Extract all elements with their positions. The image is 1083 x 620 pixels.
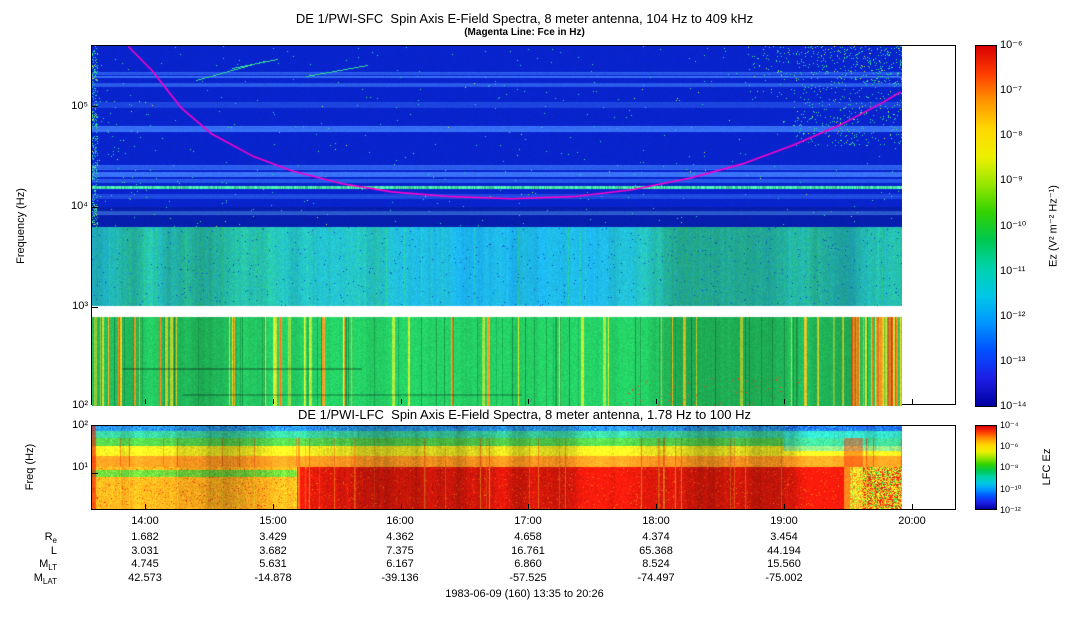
sfc-spectrogram-canvas xyxy=(92,46,902,406)
lfc-spectrogram-canvas xyxy=(92,426,902,509)
x-tick-mark xyxy=(145,504,146,509)
ephemeris-value: -57.525 xyxy=(509,572,547,584)
x-tick-mark xyxy=(401,504,402,509)
colorbar-tick-label: 10⁻⁴ xyxy=(1000,420,1019,430)
ephemeris-value: 7.375 xyxy=(386,545,414,557)
ephemeris-value: 4.745 xyxy=(131,558,159,570)
sfc-colorbar-label: Ez (V² m⁻² Hz⁻¹) xyxy=(1047,185,1060,267)
y-tick-mark xyxy=(92,307,98,308)
colorbar-tick-label: 10⁻⁶ xyxy=(1000,39,1023,51)
x-tick-label: 17:00 xyxy=(514,515,542,527)
lfc-colorbar-label: LFC Ez xyxy=(1041,448,1053,486)
lfc-title: DE 1/PWI-LFC Spin Axis E-Field Spectra, … xyxy=(297,407,752,422)
colorbar-tick-label: 10⁻⁷ xyxy=(1000,84,1023,96)
sfc-colorbar xyxy=(975,45,997,407)
x-tick-mark xyxy=(784,399,785,404)
ephemeris-value: 1.682 xyxy=(131,531,159,543)
colorbar-tick-label: 10⁻¹¹ xyxy=(1000,265,1026,277)
colorbar-tick-label: 10⁻¹³ xyxy=(1000,355,1026,367)
y-tick-mark xyxy=(92,473,98,474)
sfc-subtitle: (Magenta Line: Fce in Hz) xyxy=(464,27,585,38)
x-tick-mark xyxy=(145,399,146,404)
x-tick-label: 16:00 xyxy=(386,515,414,527)
x-tick-mark xyxy=(273,399,274,404)
ephemeris-value: 4.374 xyxy=(642,531,670,543)
lfc-plot-area xyxy=(91,425,956,510)
ephemeris-value: 3.031 xyxy=(131,545,159,557)
lfc-y-axis-label: Freq (Hz) xyxy=(24,443,36,491)
y-tick-mark xyxy=(92,207,98,208)
ephemeris-value: 8.524 xyxy=(642,558,670,570)
y-tick-mark xyxy=(92,106,98,107)
colorbar-tick-label: 10⁻¹² xyxy=(1000,505,1021,515)
ephemeris-row-label: L xyxy=(50,545,57,557)
colorbar-tick-label: 10⁻⁸ xyxy=(1000,462,1019,472)
colorbar-tick-label: 10⁻¹⁰ xyxy=(1000,220,1027,232)
sfc-plot-area xyxy=(91,45,956,406)
ephemeris-value: 3.454 xyxy=(770,531,798,543)
ephemeris-value: 3.682 xyxy=(259,545,287,557)
sfc-y-axis-label: Frequency (Hz) xyxy=(15,188,27,264)
date-range-footer: 1983-06-09 (160) 13:35 to 20:26 xyxy=(445,588,604,600)
x-tick-mark xyxy=(656,399,657,404)
ephemeris-value: -39.136 xyxy=(381,572,419,584)
x-tick-mark xyxy=(912,504,913,509)
ephemeris-value: -14.878 xyxy=(254,572,292,584)
ephemeris-value: 15.560 xyxy=(767,558,801,570)
sfc-ytick-label: 10⁴ xyxy=(71,200,88,212)
ephemeris-value: -75.002 xyxy=(765,572,803,584)
x-tick-mark xyxy=(784,504,785,509)
x-tick-mark xyxy=(528,504,529,509)
x-tick-label: 20:00 xyxy=(898,515,926,527)
lfc-ytick-label: 10² xyxy=(72,419,88,431)
ephemeris-row-label: MLAT xyxy=(33,572,57,587)
x-tick-label: 14:00 xyxy=(131,515,159,527)
x-tick-mark xyxy=(528,399,529,404)
ephemeris-value: 5.631 xyxy=(259,558,287,570)
colorbar-tick-label: 10⁻¹⁰ xyxy=(1000,484,1022,494)
ephemeris-value: 4.658 xyxy=(514,531,542,543)
colorbar-tick-label: 10⁻⁸ xyxy=(1000,129,1023,141)
ephemeris-row-label: Re xyxy=(44,531,57,546)
lfc-colorbar xyxy=(975,425,997,510)
ephemeris-value: 3.429 xyxy=(259,531,287,543)
lfc-ytick-label: 10¹ xyxy=(72,461,88,473)
colorbar-tick-label: 10⁻⁹ xyxy=(1000,174,1023,186)
x-tick-mark xyxy=(656,504,657,509)
sfc-ytick-label: 10⁵ xyxy=(71,100,88,112)
x-tick-label: 19:00 xyxy=(770,515,798,527)
colorbar-tick-label: 10⁻¹² xyxy=(1000,310,1026,322)
ephemeris-value: 65.368 xyxy=(639,545,673,557)
ephemeris-value: 6.860 xyxy=(514,558,542,570)
x-tick-mark xyxy=(273,504,274,509)
ephemeris-row-label: MLT xyxy=(39,558,57,573)
ephemeris-value: 6.167 xyxy=(386,558,414,570)
ephemeris-value: 42.573 xyxy=(128,572,162,584)
ephemeris-value: 4.362 xyxy=(386,531,414,543)
sfc-ytick-label: 10² xyxy=(72,399,88,411)
ephemeris-value: 44.194 xyxy=(767,545,801,557)
sfc-title: DE 1/PWI-SFC Spin Axis E-Field Spectra, … xyxy=(295,11,754,26)
x-tick-mark xyxy=(401,399,402,404)
ephemeris-value: -74.497 xyxy=(637,572,675,584)
x-tick-label: 15:00 xyxy=(259,515,287,527)
colorbar-tick-label: 10⁻¹⁴ xyxy=(1000,400,1027,412)
colorbar-tick-label: 10⁻⁶ xyxy=(1000,441,1019,451)
x-tick-mark xyxy=(912,399,913,404)
ephemeris-value: 16.761 xyxy=(511,545,545,557)
sfc-ytick-label: 10³ xyxy=(72,300,88,312)
x-tick-label: 18:00 xyxy=(642,515,670,527)
